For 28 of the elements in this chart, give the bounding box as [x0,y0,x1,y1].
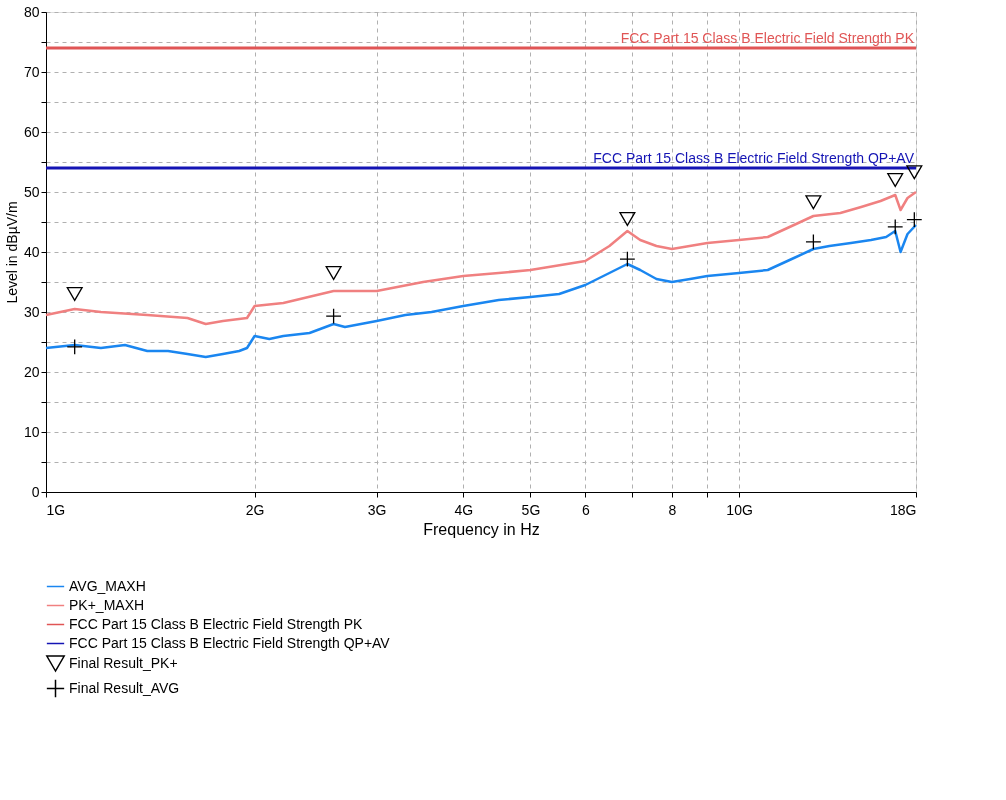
ref-line-label: FCC Part 15 Class B Electric Field Strength PK [620,30,915,46]
y-tick-label: 50 [23,183,40,200]
y-axis-title: Level in dBµV/m [3,201,20,304]
x-tick-label: 2G [245,501,265,518]
text: FCC Part 15 Class B Electric Field Strength PK [69,615,363,632]
x-tick-label: 6 [581,501,590,518]
legend-label: AVG_MAXH [69,577,146,594]
y-tick-label: 80 [23,3,40,20]
text: FCC Part 15 Class B Electric Field Strength QP+AV [69,634,390,651]
x-tick-label: 8 [668,501,677,518]
y-tick-label: 0 [31,483,40,500]
x-tick-label: 5G [521,501,541,518]
x-tick-label: 1G [46,501,66,518]
y-tick-label: 70 [23,63,40,80]
x-tick-label: 10G [726,501,753,518]
x-axis-title: Frequency in Hz [423,520,540,538]
y-tick-label: 40 [23,243,40,260]
legend-label: PK+_MAXH [69,596,145,613]
legend-label: Final Result_AVG [69,679,180,696]
y-tick-label: 10 [23,423,40,440]
x-tick-label: 3G [367,501,387,518]
y-tick-label: 60 [23,123,40,140]
y-tick-label: 20 [23,363,40,380]
ref-line-label: FCC Part 15 Class B Electric Field Strength QP+AV [593,150,915,166]
x-tick-label: 18G [890,501,917,518]
x-tick-label: 4G [454,501,474,518]
y-tick-label: 30 [23,303,40,320]
legend-label: Final Result_PK+ [69,654,178,671]
